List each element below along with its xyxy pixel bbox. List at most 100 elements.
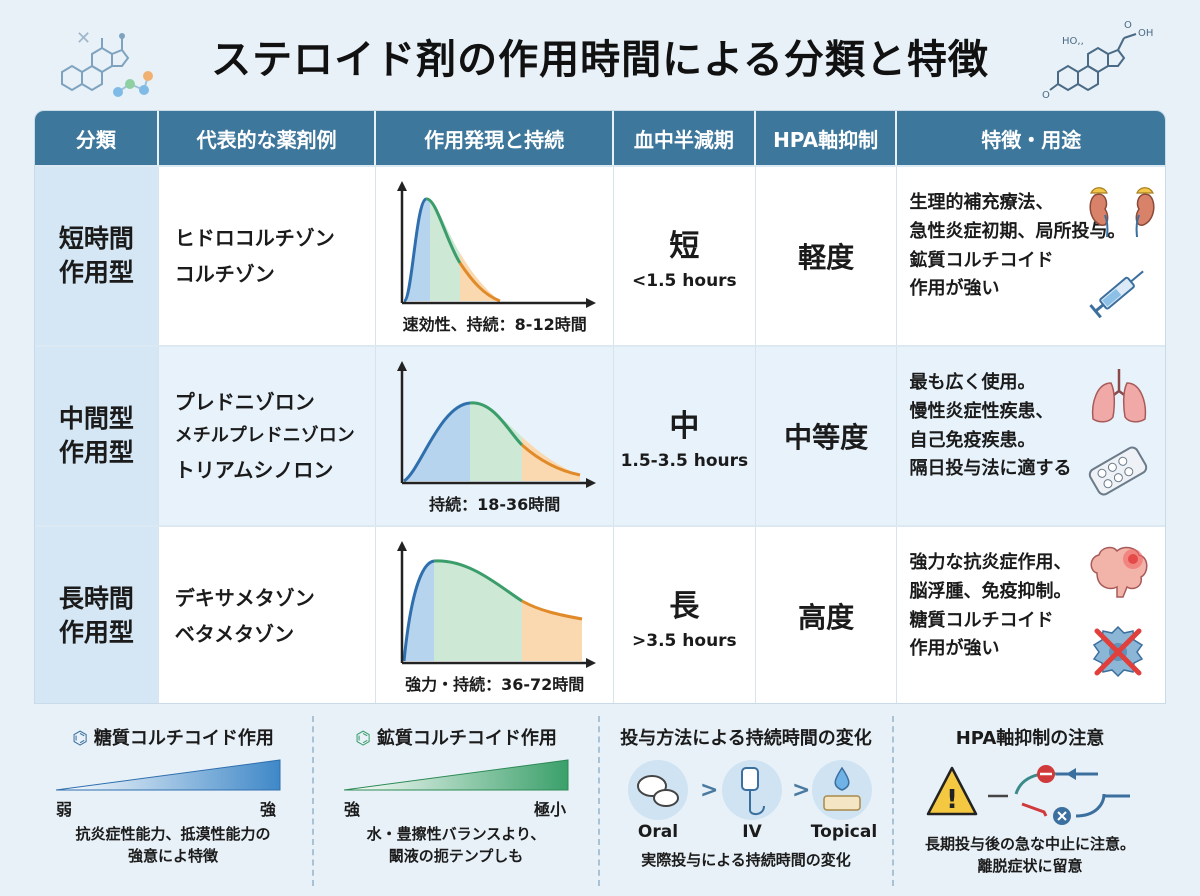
table-row-long: 長時間 作用型 デキサメタゾン ベタメタゾン [35,525,1165,703]
brain-icon [1090,546,1148,598]
onset-curve-cell: 持続：18-36時間 [376,347,614,525]
panel-title: ⌬ 糖質コルチコイド作用 [34,724,312,750]
halflife-label: 長 [669,589,700,624]
feature-line: 作用が強い [909,278,1000,300]
pk-curve-short [397,181,597,308]
halflife-label: 中 [669,409,700,444]
drugs-cell: プレドニゾロン メチルプレドニゾロン トリアムシノロン [159,347,377,525]
category-line: 短時間 [58,224,134,254]
drug-name: デキサメタゾン [174,586,315,610]
halflife-label: 短 [669,229,700,264]
svg-text:✕: ✕ [76,28,91,49]
feature-line: 急性炎症初期、局所投与。 [909,220,1126,242]
gluco-high-label: 強 [260,800,277,819]
hpa-cell: 高度 [756,527,898,703]
mineral-gradient-bar [344,759,569,791]
halflife-value: <1.5 hours [632,271,737,291]
pk-curve-long [397,541,597,668]
molecule-icon-right: O HO,, O OH [1042,20,1153,101]
mineral-high-label: 極小 [534,800,567,819]
panel-title-text: 鉱質コルチコイド作用 [376,728,557,749]
halflife-cell: 長 >3.5 hours [614,527,756,703]
hpa-feedback-diagram: ! [926,765,1130,825]
category-cell: 中間型 作用型 [35,347,159,525]
gluco-low-label: 弱 [56,800,73,819]
header-onset: 作用発現と持続 [376,111,614,165]
category-cell: 長時間 作用型 [35,527,159,703]
curve-caption: 強力・持続：36-72時間 [405,675,585,694]
hpa-cell: 中等度 [756,347,898,525]
feature-line: 自己免疫疾患。 [909,429,1036,451]
mineral-desc-line: 水・豊擦性バランスより、 [366,825,546,843]
gluco-desc: 抗炎症性能力、抵漠性能力の 強意によ特徴 [34,824,312,868]
warning-icon [926,766,978,816]
gluco-gradient-bar [56,759,281,791]
molecule-small-icon: ⌬ [355,728,371,749]
svg-text:O: O [1042,90,1050,101]
features-cell: 強力な抗炎症作用、 脳浮腫、免疫抑制。 糖質コルチコイド 作用が強い [897,527,1165,703]
arrow-gt: > [792,778,811,803]
oral-pill-icon [628,760,688,820]
onset-curve-cell: 速効性、持続：8-12時間 [376,167,614,345]
halflife-value: 1.5-3.5 hours [620,451,749,471]
mineral-desc: 水・豊擦性バランスより、 闞液の扼テンプしも [314,824,598,868]
page-title: ステロイド剤の作用時間による分類と特徴 [211,37,989,83]
hpa-cell: 軽度 [756,167,898,345]
feature-line: 強力な抗炎症作用、 [909,552,1072,573]
pk-curve-intermediate [397,361,597,488]
svg-text:O: O [1124,20,1132,31]
curve-caption: 持続：18-36時間 [429,495,561,514]
hpa-desc: 長期投与後の急な中止に注意。 離脱症状に留意 [894,834,1166,878]
drug-name: メチルプレドニゾロン [174,424,355,446]
drug-name: ヒドロコルチゾン [174,226,335,250]
route-desc: 実際投与による持続時間の変化 [641,851,851,869]
features-cell: 最も広く使用。 慢性炎症性疾患、 自己免疫疾患。 隔日投与法に適する [897,347,1165,525]
topical-label: Topical [810,822,878,842]
panel-title-text: 糖質コルチコイド作用 [93,728,274,749]
table-row-intermediate: 中間型 作用型 プレドニゾロン メチルプレドニゾロン トリアムシノロン [35,345,1165,525]
halflife-cell: 短 <1.5 hours [614,167,756,345]
svg-text:OH: OH [1138,28,1153,39]
curve-caption: 速効性、持続：8-12時間 [402,315,587,334]
features-cell: 生理的補充療法、 急性炎症初期、局所投与。 鉱質コルチコイド 作用が強い [897,167,1165,345]
category-line: 作用型 [58,438,134,467]
svg-text:!: ! [946,785,958,815]
route-panel: 投与方法による持続時間の変化 > > Oral IV Topical 実際投与に… [600,716,894,886]
mineral-low-label: 強 [344,800,361,819]
molecule-small-icon: ⌬ [72,728,88,749]
hpa-desc-line: 長期投与後の急な中止に注意。 [924,835,1135,853]
svg-text:HO,,: HO,, [1062,36,1084,47]
feature-line: 最も広く使用。 [909,372,1036,393]
table-header: 分類 代表的な薬剤例 作用発現と持続 血中半減期 HPA軸抑制 特徴・用途 [35,111,1165,165]
title-bar: ステロイド剤の作用時間による分類と特徴 [0,0,1200,112]
feature-line: 脳浮腫、免疫抑制。 [909,580,1072,602]
iv-drip-icon [722,760,782,820]
category-line: 作用型 [58,618,134,647]
mineral-desc-line: 闞液の扼テンプしも [388,846,524,865]
table-row-short: 短時間 作用型 ヒドロコルチゾン コルチゾン [35,165,1165,345]
feature-line: 生理的補充療法、 [909,192,1054,213]
category-line: 作用型 [58,258,134,287]
halflife-value: >3.5 hours [632,631,737,651]
halflife-cell: 中 1.5-3.5 hours [614,347,756,525]
syringe-icon [1089,270,1145,319]
panel-title: HPA軸抑制の注意 [955,728,1105,749]
feature-line: 鉱質コルチコイド [909,249,1054,271]
topical-cream-icon [812,760,872,820]
iv-label: IV [742,822,762,842]
hpa-warning-panel: HPA軸抑制の注意 ! 長期投与後の急な中止に注意。 離脱症状に留意 [894,716,1166,886]
feature-line: 作用が強い [909,638,1000,660]
header-category: 分類 [35,111,159,165]
feature-line: 隔日投与法に適する [909,458,1072,480]
category-line: 中間型 [58,404,134,434]
oral-label: Oral [637,822,679,842]
drug-name: プレドニゾロン [174,389,315,414]
drug-name: トリアムシノロン [174,458,334,483]
feature-line: 糖質コルチコイド [909,609,1054,631]
immune-cell-blocked-icon [1093,625,1144,678]
gluco-desc-line: 強意によ特徴 [127,846,218,865]
header-hpa: HPA軸抑制 [756,111,898,165]
drug-name: コルチゾン [174,262,275,286]
panel-title: 投与方法による持続時間の変化 [620,728,872,749]
molecule-icon-left: ✕ [61,28,153,97]
